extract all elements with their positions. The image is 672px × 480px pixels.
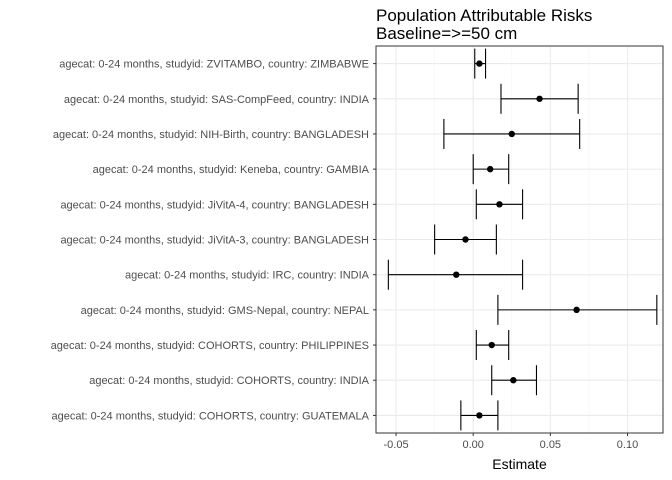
- x-tick-label: 0.05: [540, 439, 561, 451]
- point-estimate: [488, 341, 495, 349]
- y-tick-label: agecat: 0-24 months, studyid: JiVitA-3, …: [60, 235, 369, 247]
- data-marks: [387, 48, 658, 431]
- grid: [376, 46, 663, 433]
- x-tick-label: -0.05: [384, 439, 409, 451]
- x-tick-label: 0.10: [617, 439, 638, 451]
- y-tick-label: agecat: 0-24 months, studyid: SAS-CompFe…: [64, 94, 370, 106]
- y-axis: agecat: 0-24 months, studyid: ZVITAMBO, …: [51, 59, 376, 422]
- chart-title: Population Attributable Risks: [376, 6, 592, 25]
- y-tick-label: agecat: 0-24 months, studyid: NIH-Birth,…: [53, 129, 369, 141]
- y-tick-label: agecat: 0-24 months, studyid: COHORTS, c…: [51, 340, 369, 352]
- point-estimate: [510, 377, 517, 384]
- y-tick-label: agecat: 0-24 months, studyid: Keneba, co…: [93, 164, 370, 176]
- point-estimate: [462, 236, 469, 243]
- y-tick-label: agecat: 0-24 months, studyid: GMS-Nepal,…: [81, 305, 369, 317]
- point-estimate: [486, 165, 494, 173]
- point-estimate: [476, 412, 483, 419]
- point-estimate: [573, 306, 580, 314]
- y-tick-label: agecat: 0-24 months, studyid: ZVITAMBO, …: [59, 59, 369, 71]
- x-tick-label: 0.00: [462, 439, 483, 451]
- point-estimate: [508, 130, 515, 138]
- point-estimate: [453, 271, 460, 278]
- y-tick-label: agecat: 0-24 months, studyid: COHORTS, c…: [89, 375, 369, 387]
- plot-panel-border: [375, 45, 664, 434]
- point-estimate: [496, 201, 503, 208]
- chart-subtitle: Baseline=>=50 cm: [376, 24, 517, 43]
- point-estimate: [536, 95, 543, 102]
- point-estimate: [476, 60, 483, 67]
- y-tick-label: agecat: 0-24 months, studyid: IRC, count…: [125, 270, 370, 282]
- y-tick-label: agecat: 0-24 months, studyid: JiVitA-4, …: [60, 199, 369, 211]
- x-axis-title: Estimate: [492, 456, 547, 472]
- y-tick-label: agecat: 0-24 months, studyid: COHORTS, c…: [52, 410, 370, 422]
- x-axis: -0.05 0.00 0.05 0.10: [384, 433, 638, 451]
